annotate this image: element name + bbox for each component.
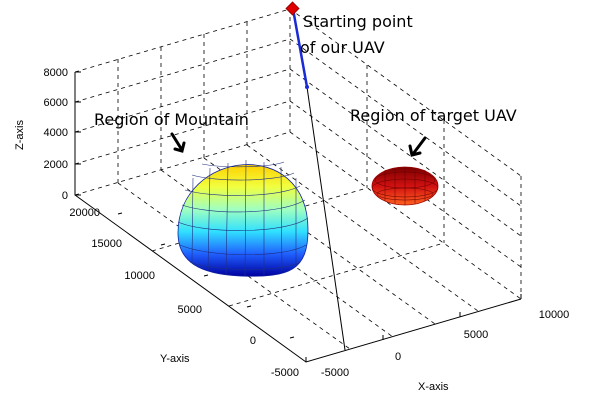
start-point-marker bbox=[285, 1, 300, 16]
mountain-arrow bbox=[170, 132, 184, 152]
grid-line bbox=[228, 242, 445, 307]
z-tick-label: 0 bbox=[62, 190, 68, 202]
y-tick-label: 15000 bbox=[91, 238, 122, 250]
z-tick-label: 2000 bbox=[44, 159, 68, 171]
x-tick-label: 5000 bbox=[464, 329, 488, 341]
z-tick-label: 8000 bbox=[44, 67, 68, 79]
y-axis-label: Y-axis bbox=[160, 353, 190, 365]
z-tick-label: 4000 bbox=[44, 127, 68, 139]
grid-line bbox=[289, 8, 522, 177]
x-tick-label: 10000 bbox=[539, 309, 570, 321]
annotation-target: Region of target UAV bbox=[350, 106, 517, 125]
z-axis-label: Z-axis bbox=[14, 120, 26, 150]
grid-line bbox=[74, 38, 291, 103]
annotation-start-line1: Starting point bbox=[303, 12, 413, 31]
uav-path-point bbox=[305, 85, 309, 89]
grid-line bbox=[74, 68, 291, 133]
y-tick-label: 10000 bbox=[124, 270, 155, 282]
grid-line bbox=[74, 100, 291, 165]
annotation-start-line2: of our UAV bbox=[300, 38, 385, 57]
uav-path bbox=[285, 1, 346, 351]
y-tick-label: 5000 bbox=[178, 304, 202, 316]
grid-line bbox=[289, 131, 522, 300]
axis-frame bbox=[74, 72, 522, 363]
uav-path-projection bbox=[306, 86, 346, 351]
grid-line bbox=[74, 8, 291, 73]
y-tick-label: 20000 bbox=[69, 207, 100, 219]
mountain-arrow-head bbox=[173, 141, 186, 153]
z-tick-label: 6000 bbox=[44, 97, 68, 109]
x-tick-label: -5000 bbox=[321, 367, 349, 379]
y-tick-label: -5000 bbox=[271, 367, 299, 379]
target-arrow bbox=[411, 136, 427, 156]
uav-path-segment bbox=[291, 8, 309, 88]
y-tick-label: 0 bbox=[250, 335, 256, 347]
target-uav-region bbox=[371, 166, 439, 206]
x-tick-label: 0 bbox=[395, 351, 401, 363]
target-arrow-head bbox=[408, 144, 422, 157]
x-axis-label: X-axis bbox=[418, 381, 449, 393]
annotation-mountain: Region of Mountain bbox=[94, 110, 249, 129]
mountain-surface bbox=[177, 159, 309, 277]
grid-line bbox=[74, 131, 291, 196]
